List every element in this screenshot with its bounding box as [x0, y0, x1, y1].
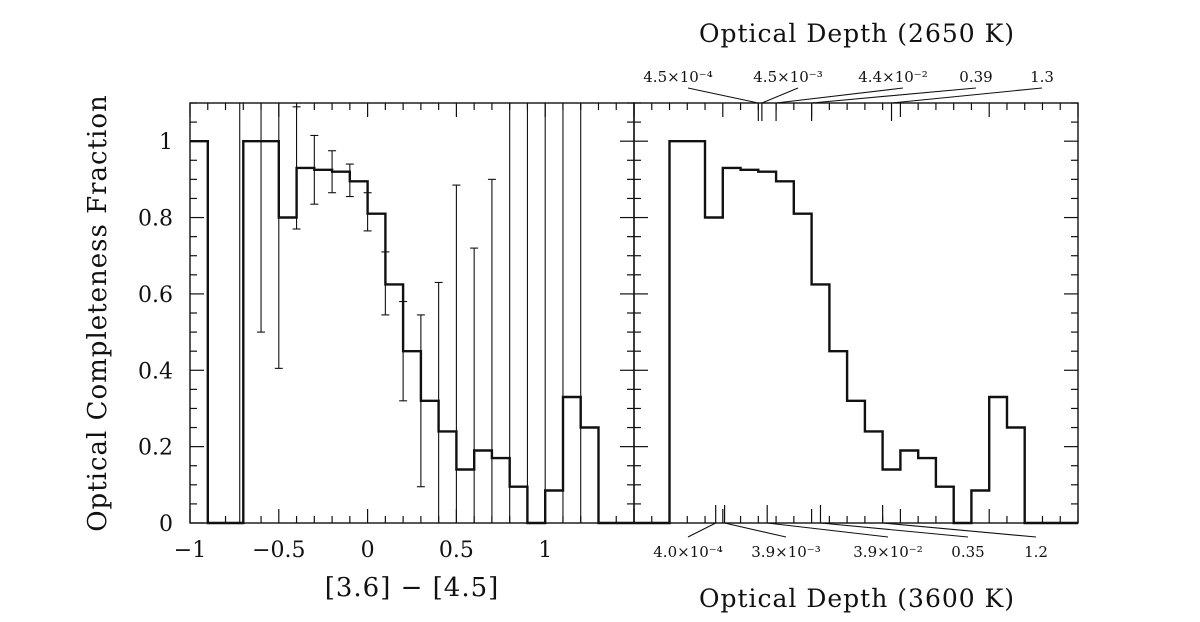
bottom-optical-depth-label: 4.0×10⁻⁴	[653, 543, 722, 561]
y-axis-label: Optical Completeness Fraction	[83, 94, 113, 532]
bottom-optical-depth-label: 0.35	[951, 543, 984, 561]
y-tick-label: 0.4	[138, 359, 173, 384]
y-tick-label: 0	[159, 512, 173, 537]
right-plot-frame	[633, 102, 1079, 524]
top-optical-depth-leader	[761, 87, 799, 104]
right-panel: 4.5×10⁻⁴ 4.5×10⁻³ 4.4×10⁻² 0.39 1.3 4.0×10⁻⁴ 3…	[633, 68, 1079, 561]
bottom-optical-depth-leader	[687, 522, 716, 538]
top-optical-depth-leader	[687, 87, 759, 104]
y-tick-label: 0.2	[138, 436, 173, 461]
y-tick-label: 0.8	[138, 207, 173, 232]
x-tick-label: −1	[174, 538, 206, 563]
bottom-optical-depth-label: 3.9×10⁻²	[853, 543, 922, 561]
y-tick-label: 1	[159, 130, 173, 155]
top-optical-depth-leader	[811, 87, 977, 104]
top-optical-depth-label: 1.3	[1030, 68, 1054, 86]
bottom-optical-depth-leader	[724, 522, 787, 538]
x-tick-label: −0.5	[252, 538, 305, 563]
bottom-optical-depth-leader	[882, 522, 1037, 538]
top-optical-depth-title: Optical Depth (2650 K)	[699, 19, 1015, 48]
left-plot-frame	[189, 102, 635, 524]
top-optical-depth-label: 4.4×10⁻²	[858, 68, 927, 86]
x-tick-label: 0.5	[439, 538, 474, 563]
top-optical-depth-label: 4.5×10⁻³	[753, 68, 822, 86]
top-optical-depth-label: 4.5×10⁻⁴	[643, 68, 712, 86]
top-optical-depth-leader	[891, 87, 1043, 104]
x-tick-label: 1	[538, 538, 552, 563]
top-optical-depth-leader	[776, 87, 904, 104]
bottom-optical-depth-title: Optical Depth (3600 K)	[699, 584, 1015, 613]
y-tick-label: 0.6	[138, 283, 173, 308]
left-panel: −1 −0.5 0 0.5 1 0 0.2 0.4 0.6 0.8 1	[138, 102, 635, 563]
bottom-optical-depth-leader	[820, 522, 969, 538]
left-histogram	[190, 140, 634, 525]
bottom-optical-depth-leader	[767, 522, 889, 538]
bottom-optical-depth-label: 3.9×10⁻³	[751, 543, 820, 561]
top-optical-depth-label: 0.39	[959, 68, 992, 86]
bottom-optical-depth-label: 1.2	[1024, 543, 1048, 561]
x-axis-label: [3.6] − [4.5]	[325, 573, 500, 603]
right-histogram	[634, 140, 1078, 525]
x-tick-label: 0	[361, 538, 375, 563]
